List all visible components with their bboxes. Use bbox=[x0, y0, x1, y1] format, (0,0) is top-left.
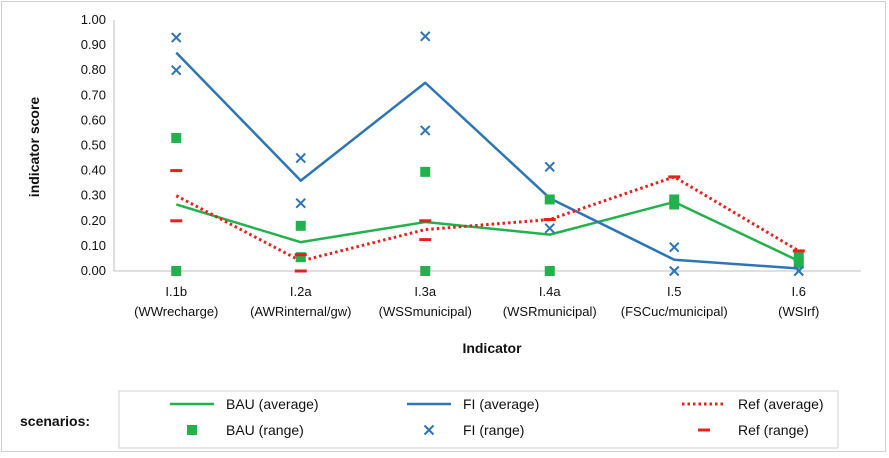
range-marker-x bbox=[295, 198, 306, 209]
y-tick-label: 0.40 bbox=[81, 163, 106, 178]
series-line bbox=[175, 51, 799, 270]
range-marker-x bbox=[669, 265, 680, 277]
x-tick-label: I.5 bbox=[667, 284, 681, 299]
range-marker-x-stroke-b bbox=[669, 265, 680, 277]
series-line bbox=[175, 200, 800, 263]
x-tick-sublabel: (FSCuc/municipal) bbox=[621, 304, 728, 319]
range-marker-x bbox=[793, 265, 804, 277]
legend-entry: Ref (range) bbox=[698, 422, 809, 438]
legend-label: FI (average) bbox=[463, 396, 539, 412]
x-tick-sublabel: (AWRinternal/gw) bbox=[250, 304, 351, 319]
range-marker-x-stroke-b bbox=[544, 223, 555, 234]
range-marker-x-stroke-b bbox=[544, 161, 555, 173]
legend-swatch-marker bbox=[423, 424, 435, 436]
y-tick-label: 0.20 bbox=[81, 213, 106, 228]
range-marker-square bbox=[793, 258, 804, 269]
legend-swatch-marker bbox=[187, 425, 197, 435]
range-marker-square bbox=[295, 220, 306, 231]
range-marker-x-stroke-b bbox=[420, 31, 431, 42]
legend-entry: FI (range) bbox=[423, 422, 524, 438]
y-tick-label: 0.10 bbox=[81, 238, 106, 253]
range-marker-x-stroke-b bbox=[295, 152, 306, 164]
x-tick-sublabel: (WSIrf) bbox=[778, 304, 819, 319]
range-marker-x bbox=[669, 241, 680, 253]
legend-label: BAU (range) bbox=[226, 422, 304, 438]
range-marker-x bbox=[544, 161, 555, 173]
range-marker-square bbox=[420, 166, 431, 177]
range-marker-x-stroke-b bbox=[793, 265, 804, 277]
range-marker-square bbox=[793, 252, 804, 263]
range-marker-x-stroke-b bbox=[171, 32, 182, 43]
range-marker-x-stroke-b bbox=[669, 241, 680, 253]
legend-label: BAU (average) bbox=[226, 396, 319, 412]
y-tick-label: 0.60 bbox=[81, 112, 106, 127]
x-tick-label: I.6 bbox=[792, 284, 806, 299]
range-marker-square bbox=[544, 266, 555, 276]
legend-entry: BAU (average) bbox=[170, 396, 319, 412]
range-marker-square bbox=[171, 266, 182, 276]
legend-entry: Ref (average) bbox=[682, 396, 824, 412]
legend-box bbox=[118, 390, 839, 449]
y-tick-label: 0.80 bbox=[81, 62, 106, 77]
x-axis-label: Indicator bbox=[462, 340, 522, 356]
x-tick-sublabel: (WSSmunicipal) bbox=[379, 304, 472, 319]
range-marker-square bbox=[171, 132, 182, 143]
range-marker-square bbox=[544, 194, 555, 205]
y-axis-label: indicator score bbox=[26, 97, 42, 198]
legend-swatch-marker-stroke-b bbox=[423, 424, 435, 436]
x-tick-label: I.4a bbox=[539, 284, 561, 299]
range-marker-x bbox=[420, 125, 431, 136]
y-tick-label: 0.00 bbox=[81, 263, 106, 278]
x-tick-label: I.1b bbox=[165, 284, 187, 299]
range-marker-x bbox=[171, 64, 182, 76]
range-marker-x-stroke-b bbox=[171, 64, 182, 76]
range-marker-x-stroke-b bbox=[295, 198, 306, 209]
legend-entry: FI (average) bbox=[407, 396, 539, 412]
y-tick-label: 1.00 bbox=[81, 12, 106, 27]
range-marker-square bbox=[420, 266, 431, 276]
legend-label: Ref (range) bbox=[738, 422, 809, 438]
x-tick-label: I.2a bbox=[290, 284, 312, 299]
x-tick-sublabel: (WSRmunicipal) bbox=[503, 304, 597, 319]
range-marker-square bbox=[669, 199, 680, 210]
legend-title: scenarios: bbox=[20, 413, 90, 429]
x-tick-label: I.3a bbox=[414, 284, 436, 299]
range-marker-x bbox=[171, 32, 182, 43]
x-tick-sublabel: (WWrecharge) bbox=[134, 304, 218, 319]
range-marker-x bbox=[420, 31, 431, 42]
series-line bbox=[175, 175, 800, 263]
y-tick-label: 0.30 bbox=[81, 188, 106, 203]
range-marker-square bbox=[295, 252, 306, 263]
legend-entry: BAU (range) bbox=[187, 422, 304, 438]
y-tick-label: 0.90 bbox=[81, 37, 106, 52]
legend-label: FI (range) bbox=[463, 422, 524, 438]
range-marker-x bbox=[544, 223, 555, 234]
y-tick-label: 0.70 bbox=[81, 87, 106, 102]
range-marker-square bbox=[669, 194, 680, 205]
legend-label: Ref (average) bbox=[738, 396, 824, 412]
range-marker-x-stroke-b bbox=[420, 125, 431, 136]
range-marker-x bbox=[295, 152, 306, 164]
y-tick-label: 0.50 bbox=[81, 138, 106, 153]
